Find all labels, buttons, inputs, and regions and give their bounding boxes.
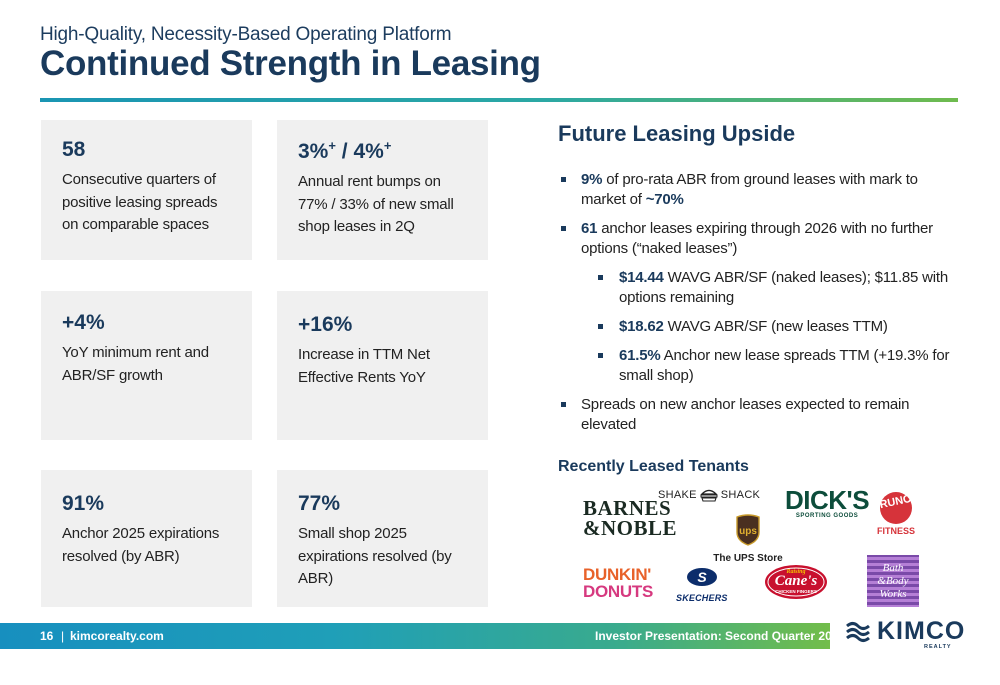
svg-text:S: S [697,569,707,585]
skechers-s-icon: S [686,568,717,586]
website-link[interactable]: kimcorealty.com [70,629,164,643]
stat-description: Annual rent bumps on 77% / 33% of new sm… [298,173,454,235]
page-number: 16 [40,629,54,643]
stat-description: Anchor 2025 expirations resolved (by ABR… [62,525,220,565]
stat-value: 3%+ / 4%+ [298,138,392,163]
shake-shack-logo: SHAKE SHACK [658,489,761,502]
stat-card-small-shop-expirations: 77% Small shop 2025 expirations resolved… [277,470,488,607]
bullet-item: 9% of pro-rata ABR from ground leases wi… [558,170,958,210]
stat-value: 58 [62,138,86,161]
sub-bullet-item: $14.44 WAVG ABR/SF (naked leases); $11.8… [558,268,958,308]
footer-separator: | [61,629,65,643]
bbw-square-icon: Bath &Body Works [867,555,919,607]
kimco-waves-icon [846,621,870,642]
dicks-sporting-goods-logo: DICK'S SPORTING GOODS [785,485,870,519]
stat-description: Increase in TTM Net Effective Rents YoY [298,346,430,386]
stat-description: Small shop 2025 expirations resolved (by… [298,525,452,587]
bullet-square-icon [561,226,566,231]
stat-card-rent-bumps: 3%+ / 4%+ Annual rent bumps on 77% / 33%… [277,120,488,260]
svg-text:&Body: &Body [877,575,908,587]
svg-text:Raising: Raising [785,569,805,575]
slide-subtitle: High-Quality, Necessity-Based Operating … [40,24,452,45]
ups-shield-icon: ups [736,514,760,546]
stat-description: YoY minimum rent and ABR/SF growth [62,344,209,384]
svg-text:Works: Works [879,588,906,600]
bullet-square-icon [598,324,603,329]
crunch-badge-icon: CRUNCH FITNESS [871,491,920,536]
bullet-square-icon [598,275,603,280]
upside-bullet-list: 9% of pro-rata ABR from ground leases wi… [558,170,958,444]
dunkin-donuts-logo: DUNKIN' DONUTS [583,565,653,601]
stat-value: +4% [62,311,105,334]
kimco-realty-label: REALTY [924,644,952,650]
svg-text:Bath: Bath [883,562,904,574]
sub-bullet-item: 61.5% Anchor new lease spreads TTM (+19.… [558,346,958,386]
sub-bullet-item: $18.62 WAVG ABR/SF (new leases TTM) [558,317,958,337]
stat-card-min-rent-growth: +4% YoY minimum rent and ABR/SF growth [41,291,252,440]
title-divider [40,98,958,102]
stat-card-anchor-expirations: 91% Anchor 2025 expirations resolved (by… [41,470,252,607]
tenants-heading: Recently Leased Tenants [558,458,749,475]
kimco-logo: KIMCO [845,617,965,646]
footer-bar [0,623,830,649]
burger-icon [700,489,718,502]
presentation-label: Investor Presentation: Second Quarter 20… [595,629,846,643]
upside-heading: Future Leasing Upside [558,121,796,146]
bullet-square-icon [598,353,603,358]
skechers-logo: S SKECHERS [676,566,728,603]
bullet-item: 61 anchor leases expiring through 2026 w… [558,219,958,259]
crunch-fitness-logo: CRUNCH FITNESS [868,484,924,540]
bullet-item: Spreads on new anchor leases expected to… [558,395,958,435]
svg-text:Cane's: Cane's [775,573,818,589]
slide-title: Continued Strength in Leasing [40,44,541,83]
stat-card-quarters: 58 Consecutive quarters of positive leas… [41,120,252,260]
stat-card-net-effective-rents: +16% Increase in TTM Net Effective Rents… [277,291,488,440]
canes-badge-icon: Raising Cane's CHICKEN FINGERS [765,565,827,599]
stat-value: 91% [62,492,105,515]
stat-description: Consecutive quarters of positive leasing… [62,171,218,233]
bullet-square-icon [561,402,566,407]
kimco-wordmark: KIMCO [877,617,966,645]
stat-value: 77% [298,492,341,515]
svg-text:ups: ups [739,526,757,537]
raising-canes-logo: Raising Cane's CHICKEN FINGERS [763,562,829,607]
bullet-square-icon [561,177,566,182]
svg-text:FITNESS: FITNESS [877,526,915,536]
bath-body-works-logo: Bath &Body Works [866,554,920,613]
ups-store-logo: ups The UPS Store [712,514,784,564]
stat-value: +16% [298,313,353,336]
barnes-noble-logo: BARNES &NOBLE [583,496,678,540]
svg-text:CHICKEN FINGERS: CHICKEN FINGERS [775,589,817,594]
